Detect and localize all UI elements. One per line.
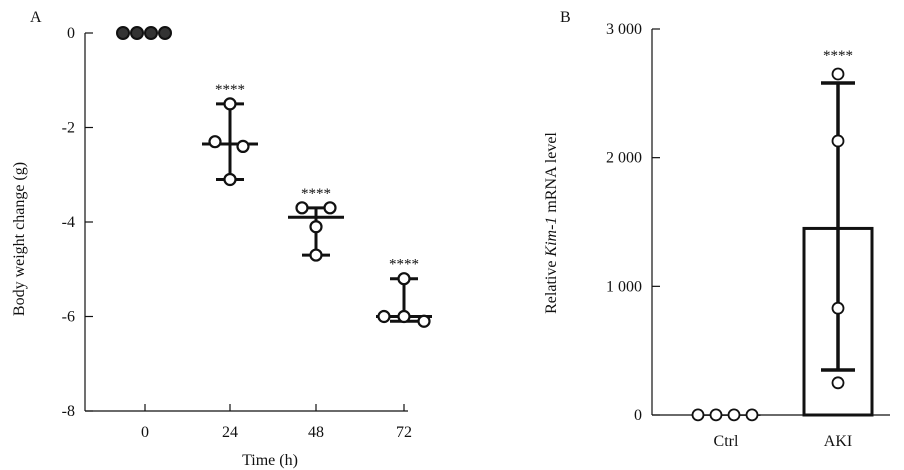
panel-b-y-label-pre: Relative [543, 257, 560, 314]
panel-b-point [831, 376, 845, 390]
panel-a-x-tick-label: 24 [222, 424, 238, 441]
panel-a-y-tick-label: -6 [62, 309, 75, 326]
panel-b-y-tick-label: 2 000 [606, 150, 642, 167]
panel-a-point [144, 26, 158, 40]
panel-b-significance-label: **** [823, 48, 853, 64]
panel-a-point [208, 135, 222, 149]
panel-a-point [417, 314, 431, 328]
panel-a-point [130, 26, 144, 40]
panel-a-x-tick-label: 0 [141, 424, 149, 441]
panel-b-y-ticks: 0 1 000 2 000 3 000 [606, 21, 660, 424]
panel-a-point [223, 97, 237, 111]
panel-b-label: B [560, 9, 571, 26]
panel-a-point [377, 309, 391, 324]
panel-b: B 0 1 000 2 000 3 000 **** Ctrl AKI Relative… [543, 9, 890, 450]
panel-a-point [309, 220, 323, 234]
panel-b-x-tick-label: AKI [824, 433, 852, 450]
panel-a-point [116, 26, 130, 40]
panel-a-point [323, 201, 337, 215]
panel-a-y-label: Body weight change (g) [11, 162, 28, 316]
panel-b-point [709, 408, 723, 422]
panel-a-point [236, 139, 250, 153]
panel-b-y-tick-label: 0 [634, 407, 642, 424]
panel-a-point [309, 248, 323, 262]
panel-b-bars: **** [691, 48, 874, 422]
panel-b-y-tick-label: 1 000 [606, 278, 642, 295]
panel-b-y-label-gene: Kim-1 [543, 217, 560, 258]
panel-b-y-tick-label: 3 000 [606, 21, 642, 38]
panel-b-point [831, 134, 845, 148]
panel-b-point [727, 408, 741, 422]
panel-a-marks: **** **** **** [116, 26, 432, 328]
panel-a-x-tick-label: 48 [308, 424, 324, 441]
panel-a-y-tick-label: -8 [62, 403, 75, 420]
panel-a-x-label: Time (h) [242, 452, 298, 469]
panel-b-point [831, 67, 845, 81]
panel-a-significance-label: **** [215, 82, 245, 98]
panel-a-point [158, 26, 172, 40]
panel-b-x-tick-label: Ctrl [714, 433, 739, 450]
panel-a-label: A [30, 9, 42, 26]
panel-a-point [223, 172, 237, 187]
panel-a-y-tick-label: -2 [62, 120, 75, 137]
panel-a-point [295, 201, 309, 215]
panel-a-point [397, 272, 411, 286]
panel-b-y-label-post: mRNA level [543, 132, 560, 217]
panel-b-x-ticks: Ctrl AKI [714, 433, 853, 450]
panel-a: A 0 -2 -4 -6 -8 0 24 48 72 **** **** **** Body we… [11, 9, 432, 469]
panel-b-y-label: Relative Kim-1 mRNA level [543, 132, 560, 314]
panel-a-x-tick-label: 72 [396, 424, 412, 441]
panel-a-y-tick-label: 0 [67, 25, 75, 42]
panel-a-significance-label: **** [301, 186, 331, 202]
panel-b-point [745, 408, 759, 422]
panel-a-y-tick-label: -4 [62, 214, 75, 231]
panel-b-point [691, 408, 705, 422]
panel-a-x-ticks: 0 24 48 72 [141, 404, 412, 441]
panel-b-point [831, 301, 845, 315]
panel-a-significance-label: **** [389, 257, 419, 273]
panel-a-y-ticks: 0 -2 -4 -6 -8 [62, 25, 93, 420]
panel-a-point [397, 309, 411, 324]
